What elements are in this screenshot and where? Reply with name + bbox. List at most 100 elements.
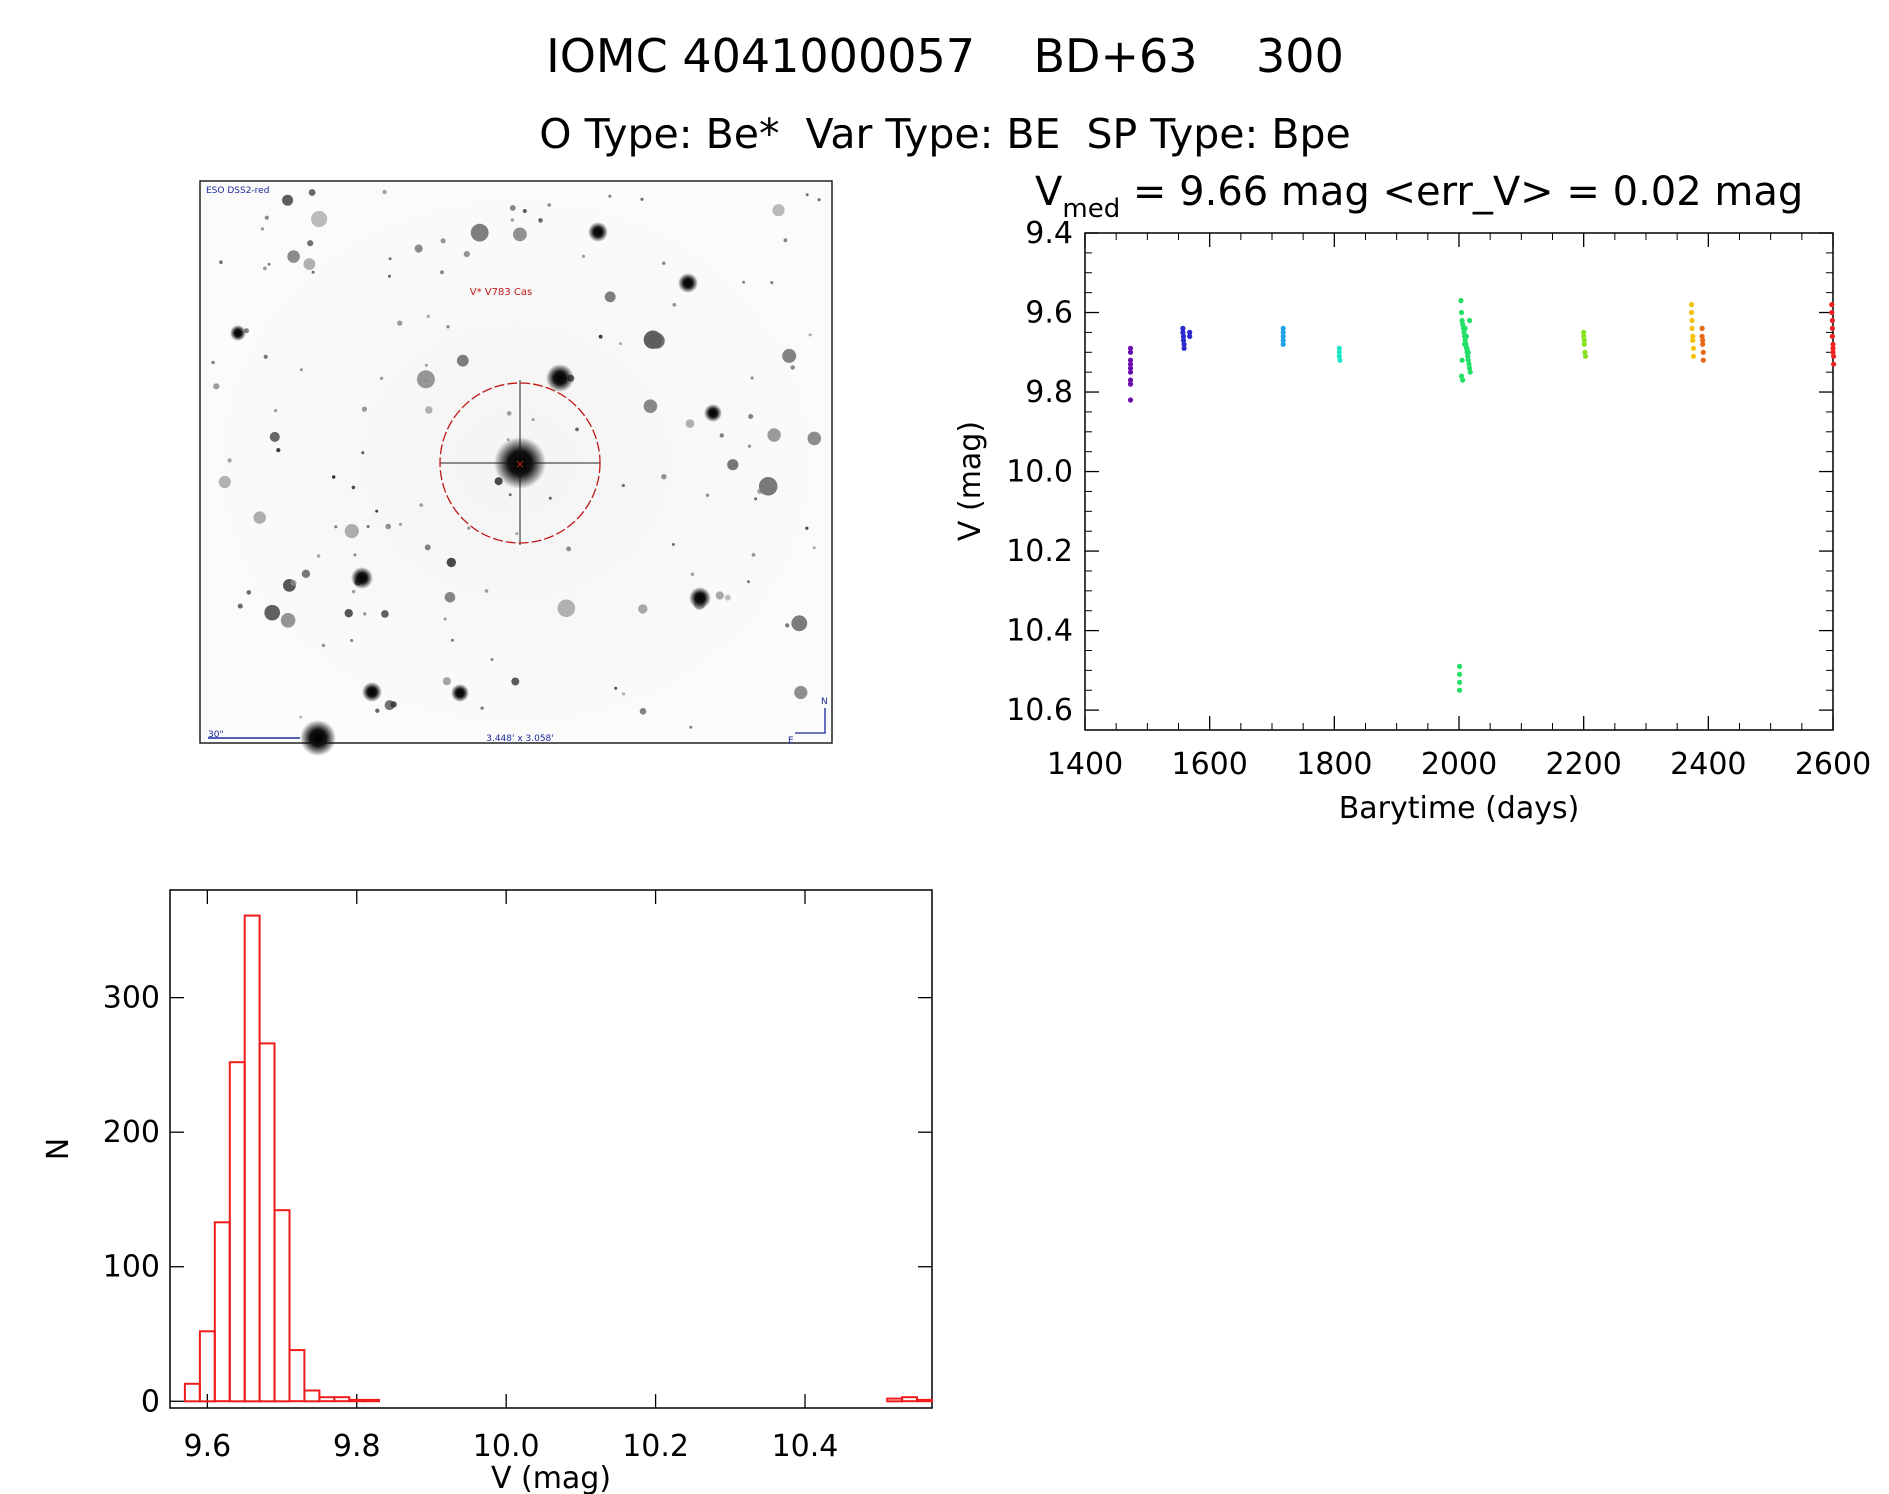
finder-star — [450, 638, 454, 642]
light-curve-point — [1700, 357, 1706, 363]
light-curve-point — [1829, 333, 1835, 339]
light-curve-point — [1127, 357, 1134, 363]
compass-north-label: N — [821, 697, 828, 707]
light-curve-point — [1690, 353, 1696, 359]
finder-star — [604, 291, 616, 303]
finder-star — [638, 604, 648, 614]
finder-bright-star — [588, 222, 608, 242]
light-curve-point — [1829, 317, 1835, 324]
light-curve-point — [1280, 325, 1286, 331]
light-curve-point — [1127, 377, 1134, 383]
histogram-bar — [198, 1330, 216, 1403]
finder-star — [213, 383, 220, 390]
finder-star — [608, 194, 612, 198]
finder-star — [770, 281, 774, 285]
light-curve-point — [1280, 333, 1286, 339]
finder-star — [805, 193, 809, 197]
finder-star — [690, 572, 695, 576]
finder-star — [264, 215, 269, 220]
light-curve-point — [1690, 337, 1696, 343]
finder-star — [511, 677, 520, 686]
light-curve-y-tick-label: 10.2 — [1006, 534, 1073, 569]
finder-star — [470, 223, 489, 242]
finder-star — [751, 553, 756, 557]
finder-star — [619, 342, 622, 346]
finder-star — [767, 428, 781, 442]
finder-star — [621, 483, 625, 488]
histogram-bars — [183, 914, 933, 1403]
light-curve-point — [1465, 353, 1471, 359]
histogram-bar — [183, 1382, 201, 1403]
histogram-bar — [228, 1061, 246, 1403]
finder-star — [307, 240, 314, 247]
light-curve-point — [1462, 341, 1468, 347]
histogram-bar — [273, 1209, 291, 1403]
light-curve-point — [1127, 381, 1134, 387]
target-star — [494, 437, 546, 489]
finder-star — [785, 623, 790, 628]
light-curve-point — [1458, 298, 1464, 304]
finder-bright-star — [678, 273, 698, 293]
finder-star — [643, 399, 658, 414]
light-curve-y-tick-label: 9.4 — [1025, 216, 1073, 251]
light-curve-point — [1467, 365, 1473, 371]
finder-star — [662, 261, 666, 265]
finder-star — [267, 262, 271, 266]
histogram-bar — [886, 1397, 904, 1403]
histogram-bar — [258, 1042, 276, 1403]
light-curve-point — [1336, 353, 1342, 359]
finder-star — [782, 348, 797, 363]
page-subtitle: O Type: Be* Var Type: BE SP Type: Bpe — [539, 110, 1350, 158]
finder-star — [218, 475, 231, 489]
light-curve-x-tick-label: 2000 — [1421, 747, 1497, 782]
light-curve-point — [1462, 337, 1468, 343]
histogram-bar — [318, 1396, 336, 1403]
light-curve-point — [1280, 341, 1286, 347]
light-curve-x-tick-label: 1600 — [1171, 747, 1247, 782]
light-curve-point — [1181, 341, 1187, 347]
finder-star — [581, 254, 586, 258]
finder-star — [484, 589, 489, 593]
finder-star — [350, 639, 354, 642]
histogram-bar — [333, 1396, 351, 1403]
light-curve-xlabel: Barytime (days) — [1339, 791, 1580, 826]
histogram-x-tick-label: 10.2 — [622, 1429, 689, 1464]
light-curve-point — [1581, 337, 1587, 343]
histogram-bar — [916, 1398, 933, 1403]
finder-star — [689, 725, 693, 729]
light-curve-point — [1457, 671, 1463, 677]
light-curve-plot-frame — [1084, 232, 1834, 731]
finder-star — [643, 330, 663, 349]
light-curve-ylabel: V (mag) — [953, 421, 988, 541]
finder-star — [321, 643, 326, 648]
finder-star — [344, 609, 353, 618]
finder-star — [384, 700, 395, 711]
finder-star — [332, 475, 336, 479]
finder-star — [747, 580, 750, 584]
light-curve-point — [1180, 337, 1187, 343]
finder-star — [747, 444, 752, 448]
finder-star — [522, 209, 527, 213]
finder-star — [456, 354, 469, 367]
light-curve-point — [1465, 357, 1471, 363]
finder-bright-star — [351, 567, 373, 589]
light-curve-point — [1460, 377, 1466, 383]
finder-star — [515, 532, 519, 536]
finder-star — [508, 493, 512, 497]
light-curve-point — [1829, 302, 1835, 308]
histogram-bar — [901, 1396, 918, 1403]
light-curve-point — [1467, 369, 1473, 375]
finder-star — [334, 525, 338, 529]
finder-star — [380, 376, 384, 380]
light-curve-point — [1458, 309, 1465, 316]
finder-star — [791, 615, 808, 632]
finder-star — [724, 594, 731, 601]
finder-star — [513, 227, 527, 242]
finder-star — [316, 554, 321, 558]
finder-star — [301, 569, 311, 578]
light-curve-point — [1700, 349, 1706, 355]
light-curve-x-tick-label: 2600 — [1795, 747, 1871, 782]
finder-star — [274, 409, 278, 413]
histogram-bar — [348, 1398, 366, 1403]
finder-star — [661, 474, 667, 480]
